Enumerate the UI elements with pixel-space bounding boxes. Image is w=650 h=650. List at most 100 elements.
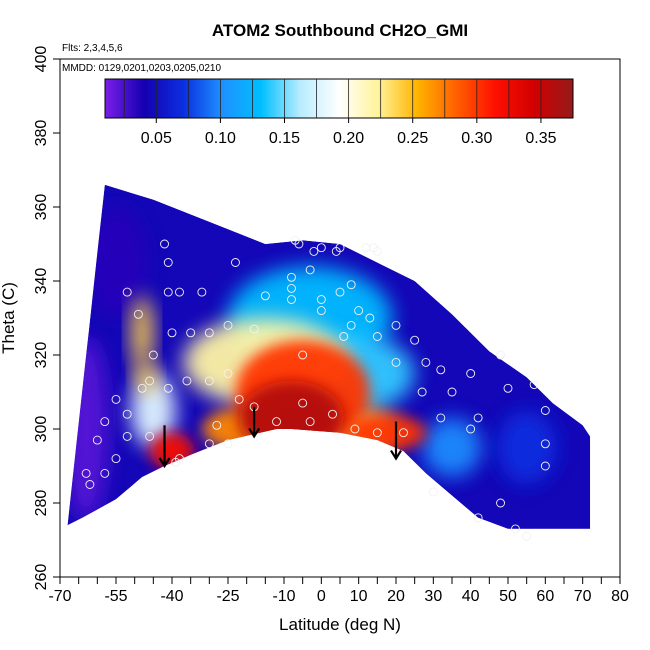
observation-circle — [361, 243, 371, 253]
observation-circle — [466, 369, 476, 378]
annotation-arrow-head — [158, 457, 171, 469]
x-tick-label: -10 — [272, 588, 295, 605]
x-tick-label: 0 — [317, 588, 326, 605]
observation-circle — [287, 272, 296, 282]
x-tick-label: 40 — [462, 588, 480, 605]
observation-circle — [249, 324, 259, 334]
observation-circle — [428, 487, 438, 497]
observation-circle — [346, 320, 356, 330]
observation-circle — [145, 376, 155, 386]
observation-circle — [316, 243, 326, 253]
x-tick-label: -70 — [48, 588, 71, 605]
observation-circle — [111, 394, 121, 404]
y-tick-label: 400 — [33, 46, 50, 73]
annotation-arrows — [158, 406, 402, 469]
observation-circle — [85, 480, 95, 489]
observation-circle — [473, 513, 483, 523]
colorbar-tick-label: 0.35 — [525, 130, 556, 147]
y-tick-label: 360 — [33, 194, 50, 221]
flights-subtitle: Flts: 2,3,4,5,6 — [62, 43, 123, 54]
observation-circle — [231, 258, 240, 267]
observation-points — [81, 235, 550, 541]
observation-circle — [167, 328, 177, 338]
observation-circle — [447, 387, 457, 397]
chart-title: ATOM2 Southbound CH2O_GMI — [212, 21, 468, 40]
observation-circle — [350, 424, 360, 434]
observation-circle — [466, 424, 476, 434]
y-tick-label: 340 — [33, 268, 50, 295]
observation-circle — [328, 409, 337, 419]
observation-circle — [391, 320, 401, 330]
y-tick-label: 300 — [33, 416, 50, 443]
observation-circle — [298, 398, 308, 408]
observation-circle — [186, 328, 196, 338]
observation-circle — [316, 295, 326, 304]
observation-circle — [182, 376, 192, 386]
y-axis-label: Theta (C) — [0, 282, 18, 354]
observation-circle — [204, 376, 214, 386]
colorbar-tick-label: 0.20 — [333, 130, 364, 147]
annotation-arrow-head — [248, 427, 261, 439]
observation-circle — [294, 239, 304, 249]
observation-circle — [100, 417, 110, 427]
observation-circle — [529, 380, 539, 390]
observation-circle — [365, 313, 375, 323]
observation-circle — [496, 350, 505, 360]
observation-circle — [163, 258, 173, 267]
colorbar-tick-labels: 0.05 0.10 0.15 0.20 0.25 0.30 0.35 — [141, 118, 557, 147]
observation-circle — [160, 239, 169, 249]
observation-circle — [391, 357, 401, 367]
observation-circle — [175, 454, 184, 464]
observation-circle — [212, 420, 222, 430]
observation-circle — [287, 295, 296, 304]
observation-circle — [346, 280, 356, 290]
colorbar-tick-label: 0.15 — [269, 130, 300, 147]
observation-circle — [331, 246, 341, 256]
observation-circle — [298, 350, 308, 360]
x-axis: -70 -55 -40 -25 -10 0 10 20 30 40 50 60 70 80 — [48, 577, 629, 605]
y-tick-label: 260 — [33, 564, 50, 591]
x-tick-label: 80 — [611, 588, 629, 605]
field-hotspot — [130, 295, 154, 370]
x-tick-label: -55 — [104, 588, 127, 605]
observation-circle — [421, 357, 431, 367]
y-tick-label: 280 — [33, 490, 50, 517]
observation-circle — [223, 320, 233, 330]
x-axis-label: Latitude (deg N) — [279, 615, 401, 634]
observation-circle — [204, 439, 214, 449]
field-hotspot — [422, 417, 482, 478]
x-tick-label: 50 — [499, 588, 517, 605]
observation-circle — [137, 383, 147, 393]
heat-field — [67, 184, 591, 529]
observation-circle — [354, 306, 364, 316]
observation-circle — [272, 417, 281, 427]
observation-circle — [92, 435, 102, 445]
observation-circle — [234, 394, 244, 404]
observation-circle — [197, 287, 207, 297]
observation-circle — [540, 406, 550, 415]
colorbar: 0.05 0.10 0.15 0.20 0.25 0.30 0.35 — [104, 78, 574, 147]
observation-circle — [417, 387, 427, 397]
observation-circle — [223, 369, 233, 378]
observation-circle — [372, 246, 382, 256]
observation-circle — [339, 332, 349, 341]
observation-circle — [223, 439, 233, 449]
observation-circle — [163, 287, 173, 297]
observation-circle — [145, 431, 155, 441]
observation-circle — [540, 461, 550, 471]
observation-circle — [287, 283, 296, 293]
observation-circle — [503, 383, 513, 393]
observation-circle — [81, 468, 91, 478]
observation-circle — [305, 265, 315, 275]
x-tick-label: -25 — [216, 588, 239, 605]
colorbar-tick-label: 0.05 — [141, 130, 172, 147]
observation-circle — [335, 287, 345, 297]
observation-circle — [148, 350, 158, 360]
observation-circle — [305, 417, 315, 427]
dates-subtitle: MMDD: 0129,0201,0203,0205,0210 — [62, 63, 221, 74]
observation-circle — [372, 332, 382, 341]
x-tick-label: 60 — [536, 588, 554, 605]
observation-circle — [511, 524, 520, 534]
observation-circle — [316, 306, 326, 316]
